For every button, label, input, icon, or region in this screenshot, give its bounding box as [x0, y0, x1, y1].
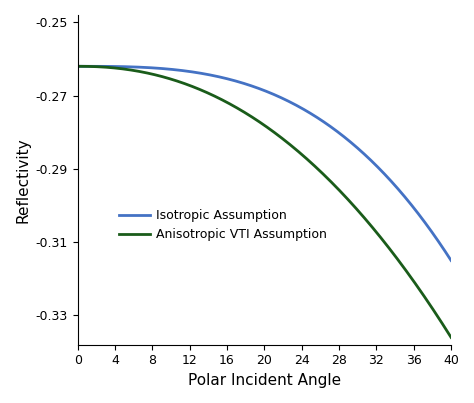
Anisotropic VTI Assumption: [255, 118, 260, 123]
Isotropic Assumption: [448, 258, 454, 263]
Anisotropic VTI Assumption: [439, 321, 445, 326]
Anisotropic VTI Assumption: [252, 116, 258, 121]
Isotropic Assumption: [255, 85, 260, 90]
Isotropic Assumption: [277, 95, 283, 100]
X-axis label: Polar Incident Angle: Polar Incident Angle: [188, 373, 341, 388]
Anisotropic VTI Assumption: [75, 64, 81, 69]
Anisotropic VTI Assumption: [297, 150, 303, 155]
Isotropic Assumption: [75, 64, 81, 69]
Isotropic Assumption: [252, 85, 258, 89]
Legend: Isotropic Assumption, Anisotropic VTI Assumption: Isotropic Assumption, Anisotropic VTI As…: [114, 204, 332, 246]
Anisotropic VTI Assumption: [448, 335, 454, 340]
Line: Anisotropic VTI Assumption: Anisotropic VTI Assumption: [78, 66, 451, 337]
Line: Isotropic Assumption: Isotropic Assumption: [78, 66, 451, 260]
Anisotropic VTI Assumption: [381, 239, 387, 244]
Isotropic Assumption: [439, 244, 445, 249]
Isotropic Assumption: [381, 171, 387, 176]
Isotropic Assumption: [297, 105, 303, 110]
Y-axis label: Reflectivity: Reflectivity: [15, 137, 30, 223]
Anisotropic VTI Assumption: [277, 134, 283, 139]
